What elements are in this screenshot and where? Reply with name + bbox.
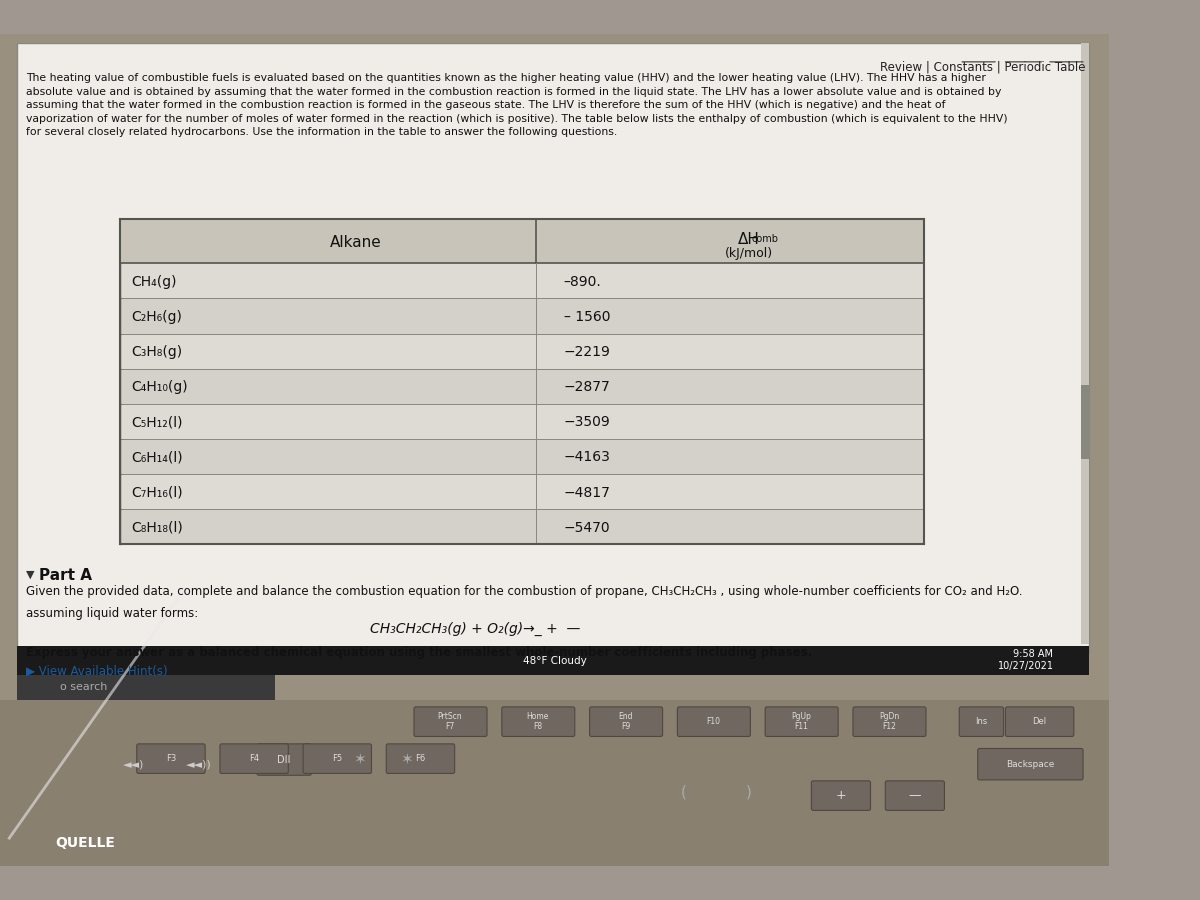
FancyBboxPatch shape (120, 439, 924, 474)
Text: C₄H₁₀(g): C₄H₁₀(g) (131, 380, 188, 394)
FancyBboxPatch shape (386, 744, 455, 773)
FancyBboxPatch shape (120, 474, 924, 509)
FancyBboxPatch shape (589, 706, 662, 736)
FancyBboxPatch shape (120, 404, 924, 439)
Text: 10/27/2021: 10/27/2021 (997, 662, 1054, 671)
Text: (: ( (680, 785, 686, 799)
FancyBboxPatch shape (978, 749, 1084, 780)
FancyBboxPatch shape (120, 369, 924, 404)
Text: C₆H₁₄(l): C₆H₁₄(l) (131, 450, 182, 464)
Text: ◄◄): ◄◄) (124, 760, 145, 770)
Text: Review | Constants | Periodic Table: Review | Constants | Periodic Table (881, 60, 1086, 73)
Text: QUELLE: QUELLE (55, 836, 115, 850)
FancyBboxPatch shape (120, 509, 924, 544)
Text: comb: comb (751, 234, 779, 244)
Text: —: — (908, 789, 922, 802)
Text: 9:58 AM: 9:58 AM (1014, 649, 1054, 659)
FancyBboxPatch shape (414, 706, 487, 736)
FancyBboxPatch shape (853, 706, 926, 736)
Text: Home
F8: Home F8 (527, 712, 550, 732)
Text: F6: F6 (415, 754, 426, 763)
FancyBboxPatch shape (17, 676, 275, 699)
FancyBboxPatch shape (304, 744, 372, 773)
Text: 48°F Cloudy: 48°F Cloudy (522, 656, 587, 666)
Text: (kJ/mol): (kJ/mol) (725, 247, 773, 260)
Text: −2877: −2877 (564, 380, 611, 394)
FancyBboxPatch shape (502, 706, 575, 736)
Text: CH₄(g): CH₄(g) (131, 274, 176, 289)
FancyBboxPatch shape (1006, 706, 1074, 736)
FancyBboxPatch shape (0, 699, 1109, 866)
Text: –890.: –890. (564, 274, 601, 289)
FancyBboxPatch shape (1081, 385, 1088, 459)
Text: ✶: ✶ (401, 752, 413, 767)
FancyBboxPatch shape (220, 744, 288, 773)
Text: −3509: −3509 (564, 415, 611, 429)
Text: −4163: −4163 (564, 450, 611, 464)
FancyBboxPatch shape (1081, 43, 1088, 644)
FancyBboxPatch shape (17, 646, 1088, 676)
Text: – 1560: – 1560 (564, 310, 611, 324)
Text: C₈H₁₈(l): C₈H₁₈(l) (131, 520, 182, 535)
Text: C₂H₆(g): C₂H₆(g) (131, 310, 182, 324)
Text: +: + (835, 789, 846, 802)
Text: F10: F10 (707, 717, 720, 726)
Text: ▼: ▼ (26, 569, 35, 580)
Text: ΔH: ΔH (738, 232, 760, 247)
Text: PgUp
F11: PgUp F11 (791, 712, 811, 732)
Text: C₅H₁₂(l): C₅H₁₂(l) (131, 415, 182, 429)
FancyBboxPatch shape (120, 299, 924, 334)
Text: Backspace: Backspace (1007, 760, 1055, 769)
FancyBboxPatch shape (811, 781, 870, 810)
FancyBboxPatch shape (17, 43, 1088, 653)
Text: Part A: Part A (38, 568, 92, 583)
FancyBboxPatch shape (137, 744, 205, 773)
Text: DII: DII (277, 754, 290, 765)
Text: Ins: Ins (976, 717, 988, 726)
Text: o search: o search (60, 682, 108, 692)
Text: Express your answer as a balanced chemical equation using the smallest whole-num: Express your answer as a balanced chemic… (26, 646, 812, 659)
Text: C₃H₈(g): C₃H₈(g) (131, 345, 182, 359)
Text: End
F9: End F9 (618, 712, 632, 732)
Text: −4817: −4817 (564, 485, 611, 500)
Text: ▶ View Available Hint(s): ▶ View Available Hint(s) (26, 664, 168, 678)
Text: assuming liquid water forms:: assuming liquid water forms: (26, 608, 198, 620)
Text: F4: F4 (250, 754, 259, 763)
FancyBboxPatch shape (120, 219, 924, 537)
Text: −5470: −5470 (564, 520, 611, 535)
FancyBboxPatch shape (886, 781, 944, 810)
Text: PgDn
F12: PgDn F12 (878, 712, 899, 732)
Text: ◄◄)): ◄◄)) (186, 760, 211, 770)
Text: The heating value of combustible fuels is evaluated based on the quantities know: The heating value of combustible fuels i… (26, 73, 1008, 138)
Text: ): ) (745, 785, 751, 799)
FancyBboxPatch shape (677, 706, 750, 736)
Text: ✶: ✶ (354, 752, 367, 767)
FancyBboxPatch shape (959, 706, 1003, 736)
Text: Del: Del (1032, 717, 1046, 726)
Text: Given the provided data, complete and balance the combustion equation for the co: Given the provided data, complete and ba… (26, 585, 1022, 598)
Text: F3: F3 (166, 754, 176, 763)
FancyBboxPatch shape (120, 219, 924, 264)
FancyBboxPatch shape (257, 744, 312, 775)
Text: PrtScn
F7: PrtScn F7 (438, 712, 462, 732)
Text: −2219: −2219 (564, 345, 611, 359)
FancyBboxPatch shape (120, 264, 924, 299)
FancyBboxPatch shape (0, 34, 1109, 866)
Text: C₇H₁₆(l): C₇H₁₆(l) (131, 485, 182, 500)
Text: F5: F5 (332, 754, 342, 763)
FancyBboxPatch shape (766, 706, 838, 736)
Text: Alkane: Alkane (330, 236, 382, 250)
FancyBboxPatch shape (120, 334, 924, 369)
Text: CH₃CH₂CH₃(g) + O₂(g)→_ +  —: CH₃CH₂CH₃(g) + O₂(g)→_ + — (370, 622, 580, 636)
